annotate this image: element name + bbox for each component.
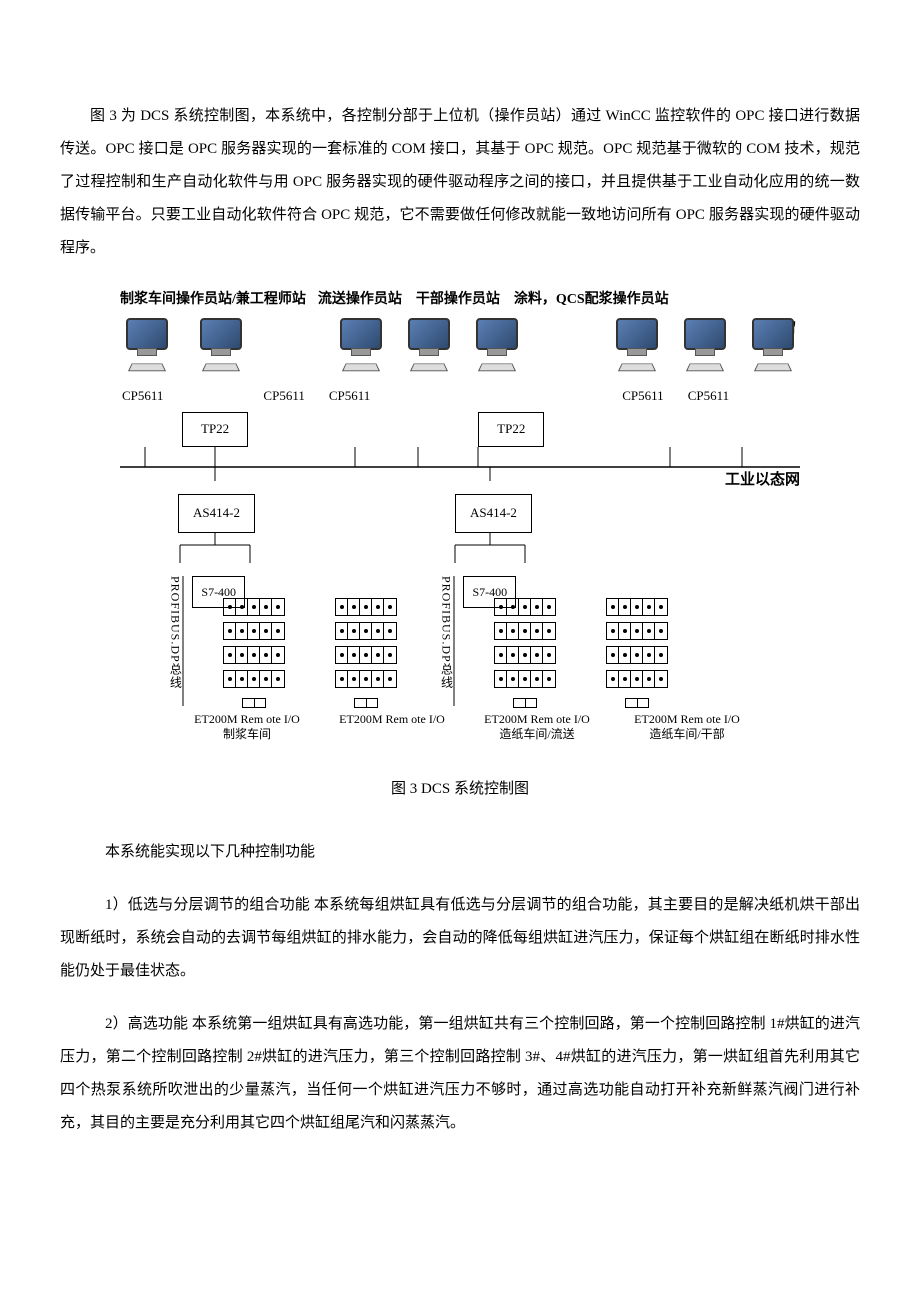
plug-icon xyxy=(513,698,537,708)
et200m-label-4: ET200M Rem ote I/O造纸车间/干部 xyxy=(612,712,762,743)
plug-icon xyxy=(625,698,649,708)
io-stack xyxy=(335,598,397,708)
io-module-icon xyxy=(223,598,285,616)
plug-icon xyxy=(242,698,266,708)
io-module-icon xyxy=(494,622,556,640)
cp5611-label: CP5611 xyxy=(688,382,729,411)
ethernet-line-icon xyxy=(120,447,800,481)
tp-row: TP22 TP22 xyxy=(120,412,800,447)
io-module-icon xyxy=(606,646,668,664)
io-module-icon xyxy=(223,670,285,688)
pc-icon xyxy=(126,318,168,372)
io-stack xyxy=(606,598,668,708)
io-module-icon xyxy=(606,598,668,616)
io-module-icon xyxy=(606,622,668,640)
label-coating-station: 涂料，QCS配浆操作员站 xyxy=(514,285,669,316)
cp-label-row: CP5611 CP5611 CP5611 CP5611 CP5611 xyxy=(120,378,800,411)
dcs-diagram: 制浆车间操作员站/兼工程师站 流送操作员站 干部操作员站 涂料，QCS配浆操作员… xyxy=(120,285,800,743)
figure-caption: 图 3 DCS 系统控制图 xyxy=(60,773,860,806)
io-module-icon xyxy=(223,646,285,664)
pc-icon xyxy=(476,318,518,372)
io-stack xyxy=(494,598,556,708)
io-module-icon xyxy=(335,598,397,616)
ethernet-label: 工业以态网 xyxy=(725,464,800,497)
bus-vline-icon xyxy=(173,576,193,706)
bus-vline-icon xyxy=(444,576,464,706)
tp22-box: TP22 xyxy=(182,412,248,447)
et200m-label-3: ET200M Rem ote I/O造纸车间/流送 xyxy=(462,712,612,743)
io-module-icon xyxy=(606,670,668,688)
cp5611-label: CP5611 xyxy=(122,382,163,411)
label-flow-station: 流送操作员站 xyxy=(318,285,402,316)
pc-icon xyxy=(684,318,726,372)
io-module-icon xyxy=(494,670,556,688)
plug-icon xyxy=(354,698,378,708)
io-module-icon xyxy=(335,670,397,688)
cp5611-label: CP5611 xyxy=(263,382,304,411)
et200m-label-1: ET200M Rem ote I/O制浆车间 xyxy=(172,712,322,743)
bottom-labels: ET200M Rem ote I/O制浆车间 ET200M Rem ote I/… xyxy=(120,712,800,743)
et200m-label-2: ET200M Rem ote I/O xyxy=(322,712,462,743)
diagram-top-labels: 制浆车间操作员站/兼工程师站 流送操作员站 干部操作员站 涂料，QCS配浆操作员… xyxy=(120,285,800,316)
io-module-icon xyxy=(494,646,556,664)
branch-line-icon xyxy=(120,533,800,563)
as414-box: AS414-2 xyxy=(178,494,255,533)
pc-icon xyxy=(752,318,794,372)
io-module-icon xyxy=(335,622,397,640)
paragraph-4: 2）高选功能 本系统第一组烘缸具有高选功能，第一组烘缸共有三个控制回路，第一个控… xyxy=(60,1008,860,1140)
pc-icon xyxy=(408,318,450,372)
cp5611-label: CP5611 xyxy=(622,382,663,411)
pc-row xyxy=(120,318,800,372)
label-dry-station: 干部操作员站 xyxy=(416,285,500,316)
pc-icon xyxy=(616,318,658,372)
as414-box: AS414-2 xyxy=(455,494,532,533)
pc-icon xyxy=(340,318,382,372)
pc-icon xyxy=(200,318,242,372)
cp5611-label: CP5611 xyxy=(329,382,370,411)
as-row: AS414-2 AS414-2 xyxy=(120,494,800,533)
paragraph-3: 1）低选与分层调节的组合功能 本系统每组烘缸具有低选与分层调节的组合功能，其主要… xyxy=(60,889,860,988)
io-module-icon xyxy=(494,598,556,616)
paragraph-1: 图 3 为 DCS 系统控制图，本系统中，各控制分部于上位机（操作员站）通过 W… xyxy=(60,100,860,265)
tp22-box: TP22 xyxy=(478,412,544,447)
io-module-icon xyxy=(335,646,397,664)
io-module-icon xyxy=(223,622,285,640)
io-stack xyxy=(223,598,285,708)
io-row: PROFIBUS.DP总线 S7-400 PROFIBUS.DP总线 S7-40… xyxy=(120,576,800,708)
paragraph-2: 本系统能实现以下几种控制功能 xyxy=(60,836,860,869)
label-pulp-station: 制浆车间操作员站/兼工程师站 xyxy=(120,285,306,316)
